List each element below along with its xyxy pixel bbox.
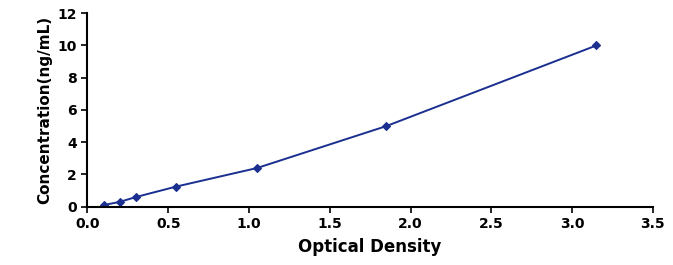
Y-axis label: Concentration(ng/mL): Concentration(ng/mL)	[37, 16, 52, 204]
X-axis label: Optical Density: Optical Density	[298, 238, 442, 256]
